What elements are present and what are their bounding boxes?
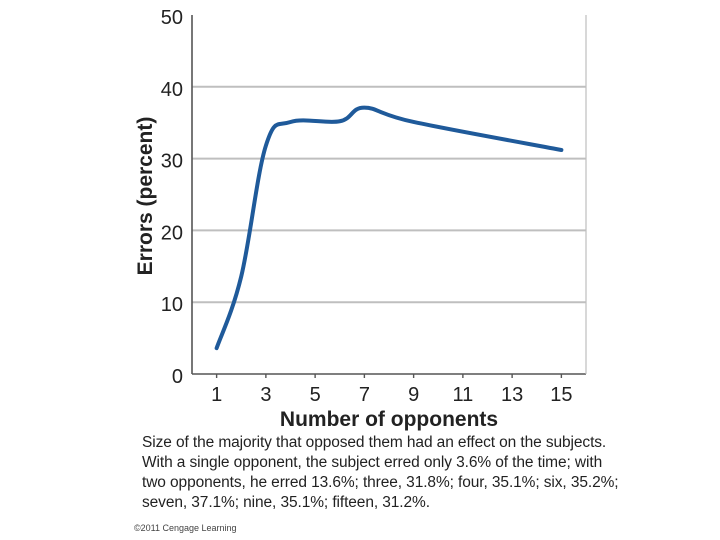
y-tick-label: 30: [161, 151, 183, 173]
axes: [191, 15, 587, 378]
x-tick-label: 13: [501, 384, 523, 406]
x-tick-label: 11: [452, 384, 473, 406]
y-tick-label: 10: [161, 294, 183, 316]
x-tick-labels: 1 3 5 7 9 11 13 15: [211, 384, 572, 406]
copyright-notice: ©2011 Cengage Learning: [134, 523, 237, 533]
y-tick-label: 0: [172, 366, 183, 388]
y-axis-title: Errors (percent): [134, 117, 157, 276]
y-tick-label: 40: [161, 79, 183, 101]
series-line: [214, 105, 564, 351]
x-tick-label: 5: [310, 384, 321, 406]
x-tick-label: 15: [550, 384, 572, 406]
caption-line: seven, 37.1%; nine, 35.1%; fifteen, 31.2…: [142, 494, 430, 511]
x-tick-label: 1: [211, 384, 222, 406]
y-tick-label: 50: [161, 7, 183, 29]
y-tick-label: 20: [161, 222, 183, 244]
series: [214, 105, 564, 351]
y-tick-labels: 0 10 20 30 40 50: [161, 7, 183, 388]
caption-line: Size of the majority that opposed them h…: [142, 434, 607, 451]
figure-caption: Size of the majority that opposed them h…: [142, 433, 619, 513]
caption-line: With a single opponent, the subject erre…: [142, 454, 603, 471]
x-tick-label: 3: [260, 384, 271, 406]
x-tick-label: 7: [359, 384, 370, 406]
grid-lines: [192, 85, 586, 304]
caption-line: two opponents, he erred 13.6%; three, 31…: [142, 474, 619, 491]
x-axis-title: Number of opponents: [280, 408, 498, 431]
x-tick-label: 9: [408, 384, 419, 406]
